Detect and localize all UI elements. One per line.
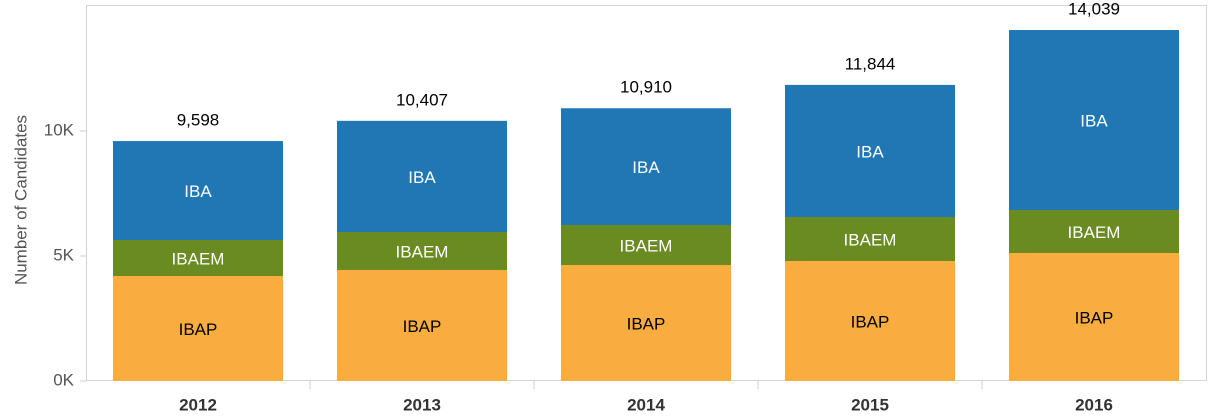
x-tick-label: 2016: [1075, 395, 1113, 414]
segment-label: IBAEM: [172, 249, 225, 268]
segment-label: IBAEM: [620, 236, 673, 255]
y-tick-label: 10K: [44, 120, 75, 139]
x-tick-label: 2014: [627, 395, 665, 414]
segment-label: IBAP: [403, 317, 442, 336]
bar-segment: [1009, 30, 1179, 211]
bar-segment: [1009, 253, 1179, 381]
bar-segment: [785, 217, 955, 261]
bar-segment: [785, 84, 955, 218]
x-tick-label: 2012: [179, 395, 217, 414]
segment-label: IBA: [408, 168, 436, 187]
bar-segment: [785, 261, 955, 381]
total-label: 9,598: [177, 111, 220, 130]
total-label: 14,039: [1068, 0, 1120, 19]
segment-label: IBAEM: [396, 242, 449, 261]
bar-segment: [113, 141, 283, 240]
bar-segment: [561, 265, 731, 381]
bar-segment: [337, 120, 507, 232]
x-tick-label: 2015: [851, 395, 889, 414]
segment-label: IBAEM: [1068, 223, 1121, 242]
bar-segment: [561, 225, 731, 265]
bar-segment: [113, 276, 283, 381]
x-tick-label: 2013: [403, 395, 441, 414]
segment-label: IBAP: [627, 314, 666, 333]
bar-segment: [113, 240, 283, 276]
y-tick-label: 5K: [53, 245, 74, 264]
total-label: 10,910: [620, 78, 672, 97]
segment-label: IBAP: [851, 312, 890, 331]
y-axis-label: Number of Candidates: [11, 115, 30, 285]
bar-segment: [561, 108, 731, 225]
bar-segment: [337, 270, 507, 381]
segment-label: IBA: [1080, 111, 1108, 130]
bar-segment: [337, 232, 507, 270]
segment-label: IBAP: [1075, 308, 1114, 327]
total-label: 11,844: [845, 54, 896, 73]
total-label: 10,407: [396, 90, 448, 109]
segment-label: IBA: [184, 182, 212, 201]
segment-label: IBAEM: [844, 230, 897, 249]
segment-label: IBA: [632, 158, 660, 177]
segment-label: IBA: [856, 142, 884, 161]
bar-segment: [1009, 210, 1179, 253]
y-tick-label: 0K: [53, 370, 74, 389]
segment-label: IBAP: [179, 320, 218, 339]
